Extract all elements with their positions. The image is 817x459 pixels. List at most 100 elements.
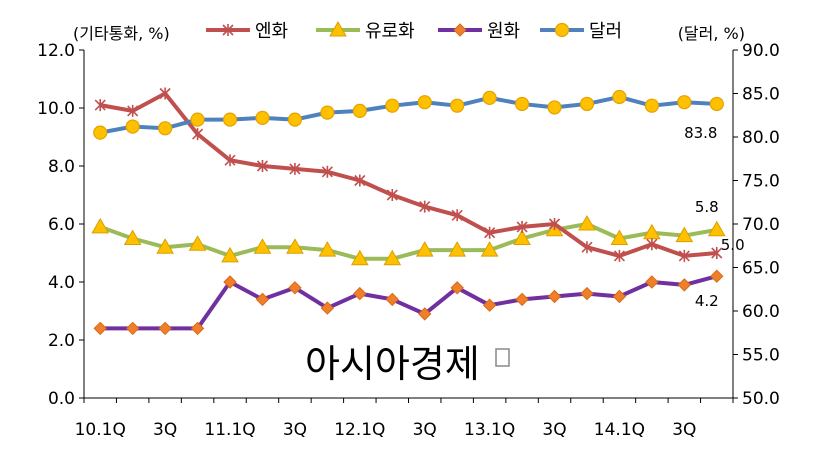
- point-marker: [548, 218, 561, 230]
- point-marker: [318, 241, 337, 257]
- point-marker: [383, 249, 402, 266]
- point-marker: [580, 286, 594, 301]
- point-marker: [321, 165, 333, 178]
- left-tick-label: 4.0: [48, 273, 75, 293]
- x-tick-label: 3Q: [153, 420, 177, 440]
- point-marker: [415, 241, 434, 257]
- point-marker: [448, 241, 467, 257]
- point-marker: [223, 275, 237, 289]
- point-marker: [677, 278, 692, 292]
- series-layer: [91, 87, 726, 336]
- point-marker: [289, 162, 301, 175]
- point-marker: [514, 96, 530, 112]
- right-tick-label: 70.0: [742, 215, 780, 235]
- point-marker: [91, 217, 110, 234]
- point-marker: [350, 249, 369, 266]
- point-marker: [192, 128, 204, 141]
- right-axis-unit: (달러, %): [678, 24, 745, 43]
- point-marker: [547, 289, 562, 304]
- point-marker: [451, 209, 463, 222]
- point-marker: [353, 286, 367, 301]
- point-marker: [123, 229, 142, 245]
- point-marker: [190, 112, 205, 127]
- point-marker: [515, 292, 529, 307]
- point-marker: [450, 281, 464, 295]
- point-marker: [711, 247, 723, 259]
- series-원화: [93, 269, 724, 336]
- left-tick-label: 12.0: [37, 41, 75, 61]
- point-marker: [222, 24, 234, 36]
- point-marker: [329, 20, 347, 37]
- legend-label: 유로화: [365, 21, 415, 42]
- point-marker: [253, 238, 272, 254]
- point-marker: [581, 241, 593, 254]
- x-tick-label: 13.1Q: [464, 420, 515, 440]
- point-marker: [645, 275, 659, 289]
- series-유로화: [91, 214, 726, 266]
- point-marker: [156, 238, 174, 254]
- point-marker: [554, 22, 570, 38]
- end-value-label: 5.8: [695, 198, 719, 216]
- left-tick-label: 2.0: [48, 331, 75, 351]
- legend-item-유로화: 유로화: [316, 20, 415, 42]
- right-tick-label: 60.0: [742, 302, 780, 322]
- point-marker: [612, 289, 627, 304]
- point-marker: [482, 90, 497, 105]
- left-tick-label: 0.0: [48, 389, 75, 409]
- point-marker: [513, 229, 531, 245]
- left-tick-label: 8.0: [48, 157, 75, 177]
- point-marker: [484, 226, 496, 239]
- series-달러: [93, 89, 724, 140]
- point-marker: [255, 292, 270, 307]
- x-tick-label: 11.1Q: [204, 420, 255, 440]
- point-marker: [453, 23, 467, 37]
- point-marker: [710, 269, 724, 283]
- point-marker: [578, 214, 596, 231]
- legend-label: 엔화: [255, 21, 288, 42]
- right-tick-label: 75.0: [742, 172, 780, 192]
- end-value-label: 4.2: [695, 292, 719, 310]
- point-marker: [354, 174, 366, 187]
- point-marker: [709, 96, 724, 112]
- point-marker: [707, 220, 726, 237]
- data-labels: 5.8 5.0 4.2 83.8: [684, 124, 745, 310]
- legend-item-엔화: 엔화: [206, 21, 288, 42]
- legend-label: 원화: [487, 21, 520, 42]
- point-marker: [93, 125, 108, 140]
- point-marker: [127, 104, 139, 117]
- point-marker: [190, 321, 205, 336]
- point-marker: [482, 298, 497, 312]
- x-tick-label: 10.1Q: [75, 420, 126, 440]
- point-marker: [159, 87, 171, 100]
- end-value-label: 83.8: [684, 124, 717, 142]
- point-marker: [675, 226, 694, 243]
- series-엔화: [94, 87, 723, 262]
- right-tick-label: 65.0: [742, 259, 780, 279]
- point-marker: [480, 241, 499, 257]
- point-marker: [516, 220, 528, 233]
- legend: 엔화 유로화 원화 달러: [206, 20, 622, 42]
- point-marker: [93, 321, 107, 336]
- x-tick-label: 3Q: [413, 420, 437, 440]
- end-value-label: 5.0: [721, 236, 745, 254]
- point-marker: [221, 246, 239, 263]
- point-marker: [286, 238, 304, 254]
- point-marker: [613, 249, 625, 262]
- point-marker: [222, 112, 238, 127]
- point-marker: [646, 238, 658, 251]
- left-tick-label: 6.0: [48, 215, 75, 235]
- point-marker: [94, 99, 106, 112]
- x-tick-label: 12.1Q: [334, 420, 385, 440]
- point-marker: [158, 121, 173, 136]
- point-marker: [386, 189, 398, 201]
- point-marker: [579, 96, 595, 112]
- point-marker: [288, 281, 302, 295]
- point-marker: [320, 105, 335, 120]
- point-marker: [352, 103, 367, 119]
- point-marker: [418, 307, 432, 321]
- legend-label: 달러: [589, 21, 622, 42]
- right-tick-label: 80.0: [742, 128, 780, 148]
- point-marker: [419, 200, 431, 213]
- point-marker: [677, 95, 692, 110]
